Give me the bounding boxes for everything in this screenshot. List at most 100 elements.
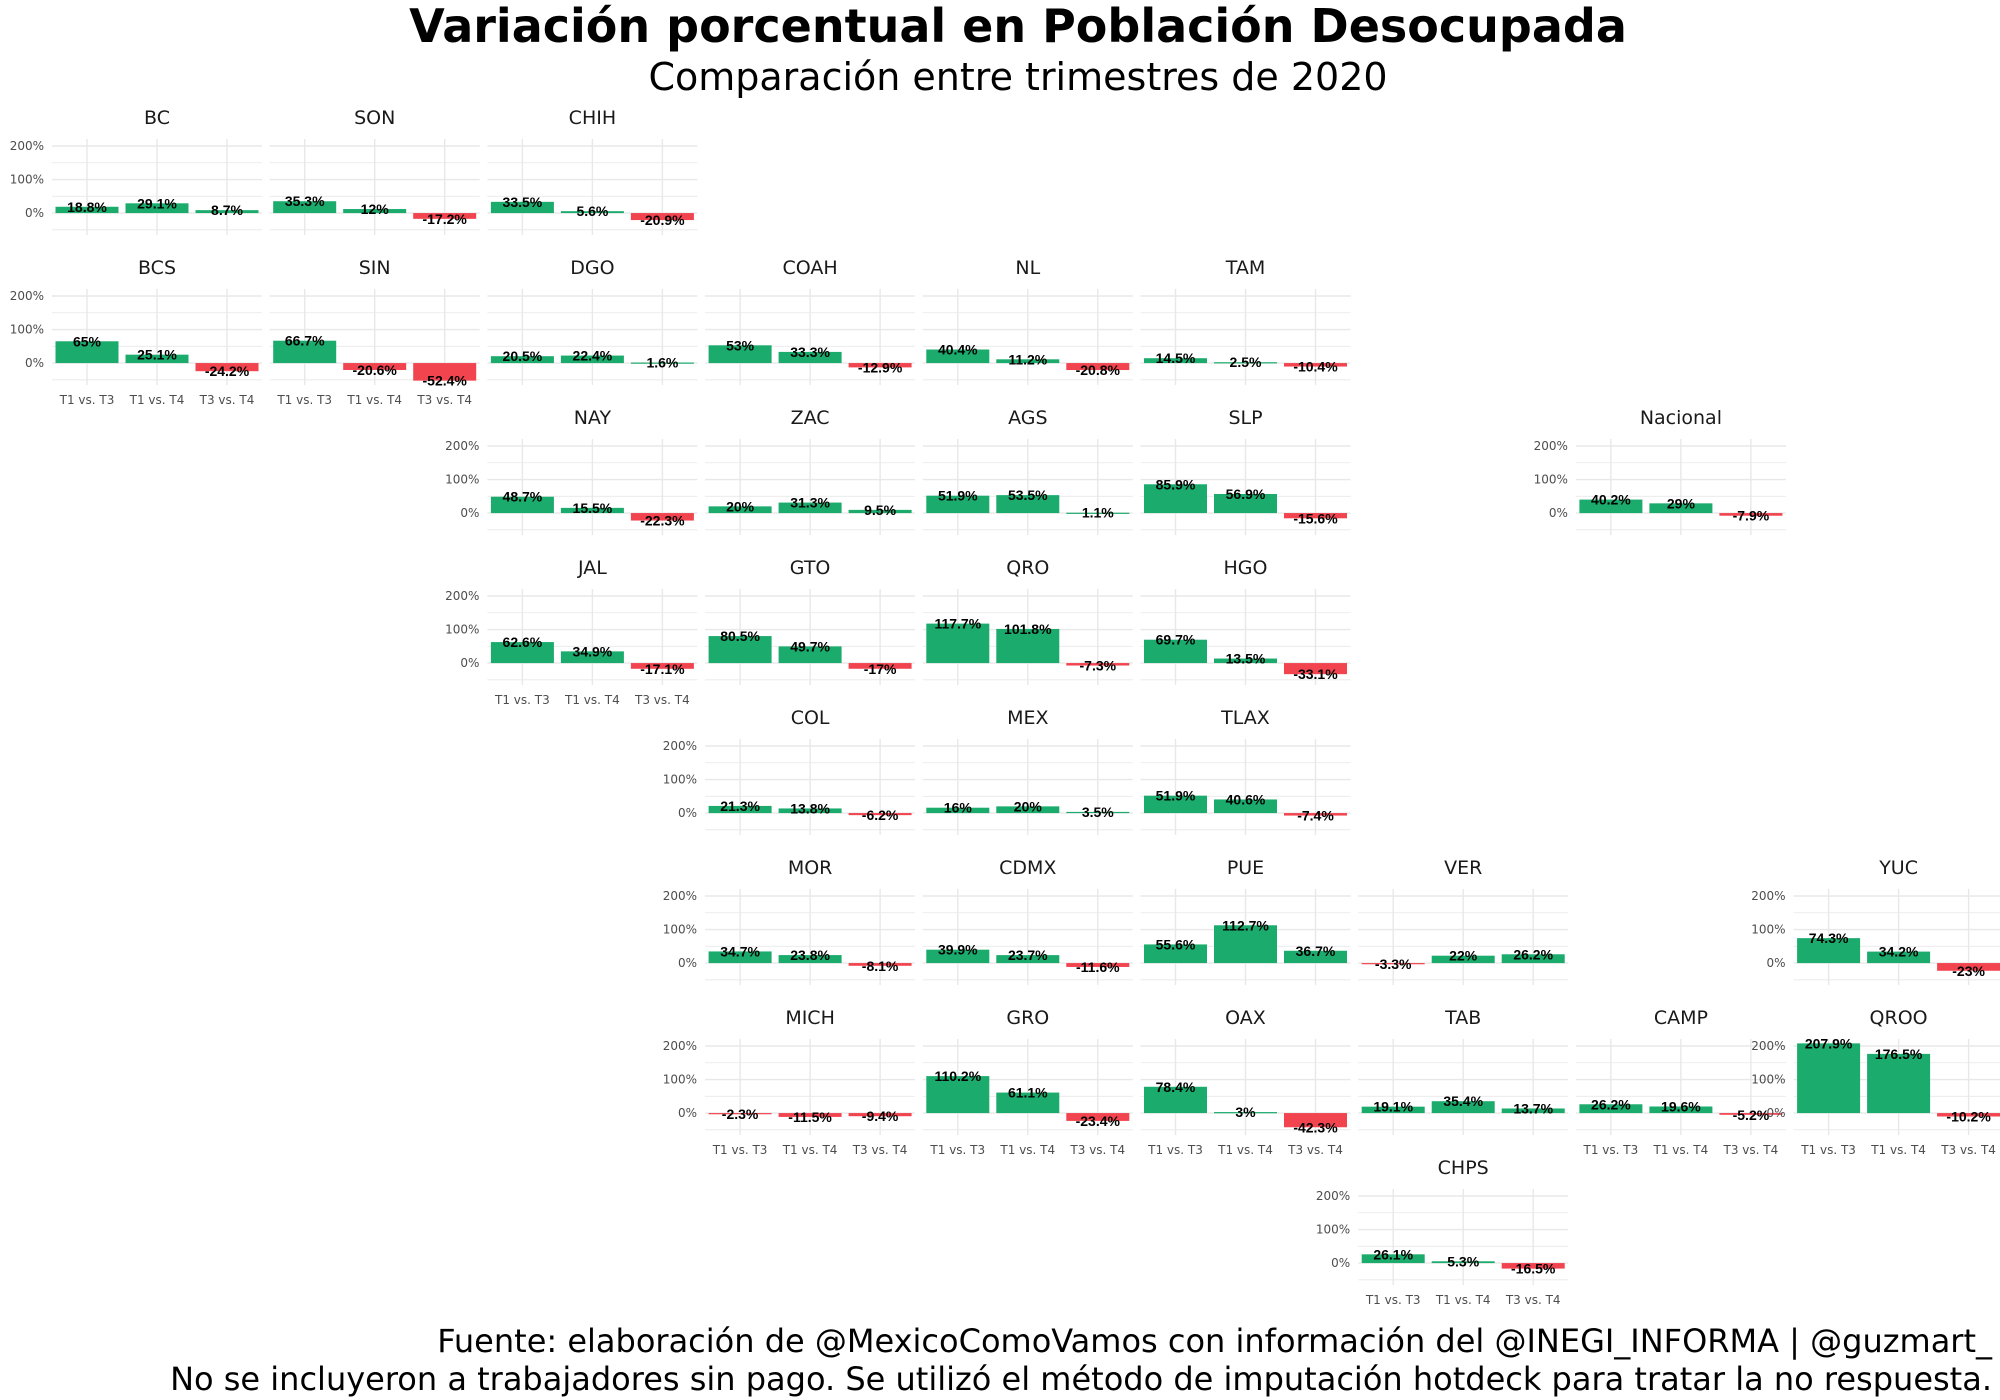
bar-nacional-2 bbox=[1649, 503, 1713, 514]
bar-slp-1 bbox=[1144, 484, 1207, 514]
facet-panel-pue: PUE 55.6% 112.7% 36.7% bbox=[1140, 857, 1351, 985]
bar-tab-3 bbox=[1501, 1108, 1565, 1114]
bar-label-ags-1: 51.9% bbox=[938, 488, 978, 504]
bar-label-son-1: 35.3% bbox=[285, 193, 325, 209]
facet-panel-chps: CHPS 26.1% 5.3% -16.5% 0% 100% 200% T1 vs. T3 T1… bbox=[1316, 1157, 1569, 1307]
bar-coah-3 bbox=[848, 363, 912, 368]
bar-zac-3 bbox=[848, 509, 912, 514]
bar-label-coah-3: -12.9% bbox=[858, 359, 903, 375]
facet-title-slp: SLP bbox=[1228, 407, 1262, 429]
facet-title-coah: COAH bbox=[783, 257, 838, 279]
bar-label-son-2: 12% bbox=[361, 201, 390, 217]
bar-qro-3 bbox=[1066, 663, 1130, 666]
y-tick-label-qroo: 0% bbox=[1767, 1106, 1786, 1120]
x-tick-label-sin: T1 vs. T3 bbox=[276, 393, 332, 407]
bar-dgo-1 bbox=[490, 356, 554, 364]
y-tick-label-bc: 0% bbox=[25, 206, 44, 220]
y-tick-label-bcs: 0% bbox=[25, 356, 44, 370]
bar-pue-1 bbox=[1144, 944, 1207, 964]
y-tick-label-chps: 200% bbox=[1316, 1189, 1350, 1203]
facet-title-nay: NAY bbox=[574, 407, 612, 429]
facet-panel-chih: CHIH 33.5% 5.6% -20.9% bbox=[487, 107, 698, 235]
bar-label-hgo-2: 13.5% bbox=[1226, 651, 1266, 667]
bar-bcs-1 bbox=[55, 341, 119, 364]
bar-label-nacional-3: -7.9% bbox=[1733, 508, 1770, 524]
bar-nacional-3 bbox=[1719, 513, 1783, 516]
bar-label-yuc-1: 74.3% bbox=[1809, 930, 1849, 946]
bar-label-chih-1: 33.5% bbox=[503, 194, 543, 210]
bar-label-sin-3: -52.4% bbox=[423, 373, 468, 389]
bar-label-col-2: 13.8% bbox=[790, 800, 830, 816]
bar-label-pue-1: 55.6% bbox=[1156, 936, 1196, 952]
x-tick-label-qroo: T3 vs. T4 bbox=[1940, 1143, 1996, 1157]
facet-title-oax: OAX bbox=[1225, 1007, 1266, 1029]
facet-panel-nl: NL 40.4% 11.2% -20.8% bbox=[922, 257, 1133, 385]
x-tick-label-bcs: T1 vs. T3 bbox=[59, 393, 115, 407]
bar-label-gto-2: 49.7% bbox=[790, 638, 830, 654]
bar-label-mich-2: -11.5% bbox=[788, 1109, 832, 1125]
bar-chih-2 bbox=[560, 211, 624, 214]
facet-title-nl: NL bbox=[1015, 257, 1040, 279]
bar-mich-3 bbox=[848, 1113, 912, 1117]
bar-label-ags-3: 1.1% bbox=[1082, 505, 1114, 521]
bar-label-oax-2: 3% bbox=[1235, 1104, 1256, 1120]
facet-grid: BC 18.8% 29.1% 8.7% 0% 100% 200% SON 35.3% 12% -17… bbox=[10, 107, 2000, 1307]
facet-title-chih: CHIH bbox=[569, 107, 616, 129]
bar-zac-1 bbox=[708, 506, 772, 514]
bar-label-nl-3: -20.8% bbox=[1076, 362, 1121, 378]
y-tick-label-jal: 0% bbox=[460, 656, 479, 670]
x-tick-label-oax: T1 vs. T4 bbox=[1217, 1143, 1273, 1157]
bar-label-slp-3: -15.6% bbox=[1293, 510, 1338, 526]
bar-hgo-1 bbox=[1144, 639, 1207, 664]
bar-bc-2 bbox=[125, 203, 189, 214]
facet-panel-col: COL 21.3% 13.8% -6.2% 0% 100% 200% bbox=[663, 707, 916, 835]
bar-qroo-1 bbox=[1797, 1043, 1861, 1114]
bar-dgo-2 bbox=[560, 355, 624, 364]
facet-title-pue: PUE bbox=[1227, 857, 1264, 879]
y-tick-label-qroo: 100% bbox=[1751, 1073, 1785, 1087]
facet-title-jal: JAL bbox=[577, 557, 607, 579]
bar-qro-1 bbox=[926, 623, 990, 664]
bar-dgo-3 bbox=[630, 362, 694, 364]
bar-cdmx-2 bbox=[996, 955, 1060, 964]
bar-nl-3 bbox=[1066, 363, 1130, 371]
y-tick-label-mor: 100% bbox=[663, 923, 697, 937]
bar-pue-2 bbox=[1214, 925, 1277, 964]
facet-panel-qroo: QROO 207.9% 176.5% -10.2% 0% 100% 200% T1 vs. T… bbox=[1751, 1007, 2000, 1157]
facet-panel-bc: BC 18.8% 29.1% 8.7% 0% 100% 200% bbox=[10, 107, 262, 235]
facet-title-camp: CAMP bbox=[1654, 1007, 1708, 1029]
y-tick-label-col: 0% bbox=[678, 806, 697, 820]
facet-panel-jal: JAL 62.6% 34.9% -17.1% 0% 100% 200% T1 vs. T3 T1… bbox=[445, 557, 698, 707]
bar-label-nl-2: 11.2% bbox=[1008, 351, 1047, 367]
bar-label-ags-2: 53.5% bbox=[1008, 487, 1048, 503]
facet-panel-sin: SIN 66.7% -20.6% -52.4% T1 vs. T3 T1 vs. T4 T3… bbox=[269, 257, 480, 407]
facet-title-yuc: YUC bbox=[1878, 857, 1918, 879]
bar-label-bc-3: 8.7% bbox=[211, 202, 243, 218]
facet-panel-gto: GTO 80.5% 49.7% -17% bbox=[705, 557, 916, 685]
bar-son-3 bbox=[413, 213, 477, 219]
facet-title-chps: CHPS bbox=[1438, 1157, 1489, 1179]
bar-label-yuc-2: 34.2% bbox=[1879, 944, 1919, 960]
bar-gto-1 bbox=[708, 636, 772, 664]
bar-label-dgo-1: 20.5% bbox=[503, 348, 543, 364]
y-tick-label-col: 100% bbox=[663, 773, 697, 787]
bar-label-zac-1: 20% bbox=[726, 498, 755, 514]
bar-bcs-3 bbox=[195, 363, 259, 372]
x-tick-label-qroo: T1 vs. T3 bbox=[1800, 1143, 1856, 1157]
facet-panel-dgo: DGO 20.5% 22.4% 1.6% bbox=[487, 257, 698, 385]
x-tick-label-chps: T1 vs. T3 bbox=[1365, 1293, 1421, 1307]
bar-label-tab-2: 35.4% bbox=[1443, 1093, 1483, 1109]
bar-ags-1 bbox=[926, 495, 990, 514]
bar-label-jal-2: 34.9% bbox=[573, 643, 613, 659]
bar-label-sin-2: -20.6% bbox=[353, 362, 398, 378]
y-tick-label-chps: 100% bbox=[1316, 1223, 1350, 1237]
x-tick-label-gro: T3 vs. T4 bbox=[1069, 1143, 1125, 1157]
bar-coah-1 bbox=[708, 345, 772, 364]
x-tick-label-oax: T3 vs. T4 bbox=[1287, 1143, 1343, 1157]
bar-label-sin-1: 66.7% bbox=[285, 333, 325, 349]
facet-title-cdmx: CDMX bbox=[999, 857, 1056, 879]
bar-mex-2 bbox=[996, 806, 1060, 814]
facet-title-tab: TAB bbox=[1444, 1007, 1481, 1029]
x-tick-label-mich: T1 vs. T3 bbox=[712, 1143, 768, 1157]
